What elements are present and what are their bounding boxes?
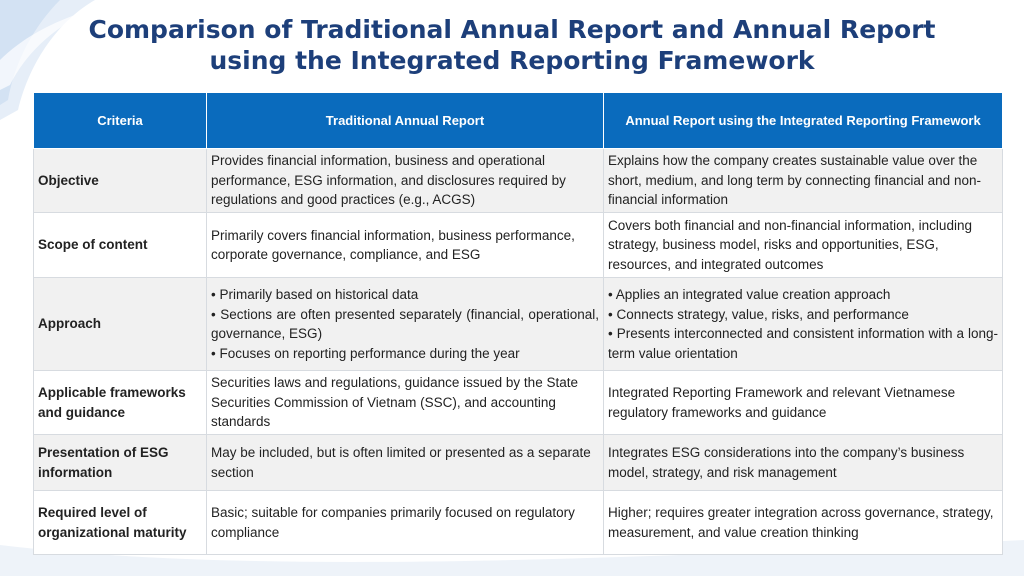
bullet-item: • Connects strategy, value, risks, and p…	[608, 306, 909, 322]
integrated-cell: • Applies an integrated value creation a…	[603, 277, 1003, 371]
integrated-cell: Integrated Reporting Framework and relev…	[603, 370, 1003, 435]
traditional-cell: • Primarily based on historical data • S…	[206, 277, 604, 371]
table-row-scope: Scope of content Primarily covers financ…	[33, 212, 1003, 278]
integrated-cell: Explains how the company creates sustain…	[603, 148, 1003, 213]
traditional-cell: Provides financial information, business…	[206, 148, 604, 213]
criteria-cell: Applicable frameworks and guidance	[33, 370, 207, 435]
header-traditional: Traditional Annual Report	[206, 92, 604, 149]
title-line-2: using the Integrated Reporting Framework	[209, 46, 815, 75]
traditional-cell: May be included, but is often limited or…	[206, 434, 604, 491]
traditional-cell: Basic; suitable for companies primarily …	[206, 490, 604, 555]
table-row-frameworks: Applicable frameworks and guidance Secur…	[33, 370, 1003, 435]
bullet-item: • Sections are often presented separatel…	[211, 306, 599, 342]
comparison-table: Criteria Traditional Annual Report Annua…	[33, 92, 1003, 555]
page-title: Comparison of Traditional Annual Report …	[0, 14, 1024, 76]
bullet-item: • Focuses on reporting performance durin…	[211, 345, 520, 361]
bullet-item: • Presents interconnected and consistent…	[608, 326, 998, 361]
criteria-cell: Objective	[33, 148, 207, 213]
criteria-cell: Approach	[33, 277, 207, 371]
criteria-cell: Presentation of ESG information	[33, 434, 207, 491]
bullet-item: • Applies an integrated value creation a…	[608, 287, 891, 302]
criteria-cell: Required level of organizational maturit…	[33, 490, 207, 555]
table-row-maturity: Required level of organizational maturit…	[33, 490, 1003, 555]
header-criteria: Criteria	[33, 92, 207, 149]
table-row-approach: Approach • Primarily based on historical…	[33, 277, 1003, 371]
traditional-cell: Securities laws and regulations, guidanc…	[206, 370, 604, 435]
integrated-cell: Higher; requires greater integration acr…	[603, 490, 1003, 555]
bullet-item: • Primarily based on historical data	[211, 287, 419, 302]
traditional-cell: Primarily covers financial information, …	[206, 212, 604, 278]
table-header-row: Criteria Traditional Annual Report Annua…	[33, 92, 1003, 149]
integrated-cell: Integrates ESG considerations into the c…	[603, 434, 1003, 491]
integrated-cell: Covers both financial and non-financial …	[603, 212, 1003, 278]
header-integrated: Annual Report using the Integrated Repor…	[603, 92, 1003, 149]
title-line-1: Comparison of Traditional Annual Report …	[88, 15, 936, 44]
criteria-cell: Scope of content	[33, 212, 207, 278]
table-row-esg: Presentation of ESG information May be i…	[33, 434, 1003, 491]
table-row-objective: Objective Provides financial information…	[33, 148, 1003, 213]
